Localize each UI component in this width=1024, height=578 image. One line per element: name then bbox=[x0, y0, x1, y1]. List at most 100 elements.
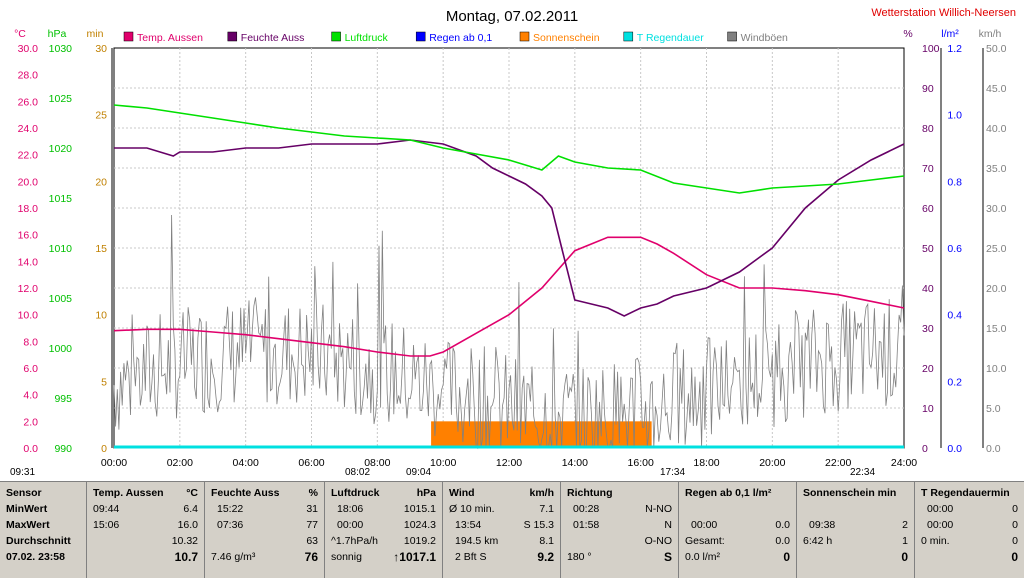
luftdruck-header: Luftdruck bbox=[331, 487, 380, 499]
feuchte-abs: 7.46 g/m³ bbox=[211, 551, 256, 563]
legend-label: Feuchte Auss bbox=[241, 32, 305, 44]
lm2-tick-label: 0.6 bbox=[947, 243, 962, 255]
richtung-max-time: 01:58 bbox=[573, 519, 600, 531]
temp-current-value: 10.7 bbox=[174, 550, 198, 564]
hpa-tick-label: 1015 bbox=[49, 193, 73, 205]
stats-col-regen: Regen ab 0,1 l/m² 00:00 0.0 Gesamt: 0.0 0.… bbox=[678, 482, 796, 578]
percent-tick-label: 50 bbox=[922, 243, 934, 255]
min-tick-label: 15 bbox=[95, 243, 107, 255]
legend-label: T Regendauer bbox=[637, 32, 704, 44]
percent-tick-label: 10 bbox=[922, 403, 934, 415]
marker-sun-peak: 09:04 bbox=[406, 467, 431, 478]
luftdruck-max-value: 1024.3 bbox=[403, 519, 436, 531]
wind-run: 194.5 km bbox=[455, 535, 499, 547]
feuchte-header: Feuchte Auss bbox=[211, 487, 280, 499]
richtung-min-time: 00:28 bbox=[573, 503, 600, 515]
wind-avg10-label: Ø 10 min. bbox=[449, 503, 495, 515]
min-tick-label: 0 bbox=[101, 443, 107, 455]
legend-swatch bbox=[519, 31, 530, 42]
feuchte-min-time: 15:22 bbox=[217, 503, 244, 515]
legend-swatch bbox=[227, 31, 238, 42]
celsius-tick-label: 12.0 bbox=[18, 283, 39, 295]
luftdruck-avg-value: 1019.2 bbox=[403, 535, 436, 547]
wind-avg-value: 8.1 bbox=[539, 535, 554, 547]
sonne-duration: 6:42 h bbox=[803, 535, 833, 547]
sensor-min-label: MinWert bbox=[6, 503, 48, 515]
stats-col-sensor: Sensor MinWert MaxWert Durchschnitt 07.0… bbox=[0, 482, 86, 578]
stats-col-richtung: Richtung 00:28 N-NO 01:58 N O-NO 180 ° S bbox=[560, 482, 678, 578]
chart-legend: Temp. Aussen Feuchte Auss Luftdruck Regen a… bbox=[123, 31, 788, 44]
kmh-tick-label: 0.0 bbox=[986, 443, 1001, 455]
stats-col-temp: Temp. Aussen °C 09:44 6.4 15:06 16.0 10.32 … bbox=[86, 482, 204, 578]
wind-current-value: 9.2 bbox=[537, 550, 554, 564]
legend-swatch bbox=[123, 31, 134, 42]
legend-label: Regen ab 0,1 bbox=[429, 32, 492, 44]
hpa-tick-label: 1030 bbox=[49, 43, 73, 55]
celsius-tick-label: 0.0 bbox=[23, 443, 38, 455]
legend-label: Sonnenschein bbox=[533, 32, 600, 44]
series-luftdruck bbox=[113, 104, 905, 194]
kmh-tick-label: 5.0 bbox=[986, 403, 1001, 415]
percent-tick-label: 40 bbox=[922, 283, 934, 295]
temp-avg-value: 10.32 bbox=[171, 535, 198, 547]
celsius-tick-label: 10.0 bbox=[18, 310, 39, 322]
regen-amount: 0.0 l/m² bbox=[685, 551, 721, 563]
celsius-tick-label: 2.0 bbox=[23, 416, 38, 428]
stats-panel: Sensor MinWert MaxWert Durchschnitt 07.0… bbox=[0, 481, 1024, 578]
regendauer-avg-value: 0 bbox=[1012, 535, 1018, 547]
kmh-tick-label: 45.0 bbox=[986, 83, 1007, 95]
x-tick-label: 14:00 bbox=[562, 457, 588, 469]
regendauer-min-time: 00:00 bbox=[927, 503, 954, 515]
lm2-tick-label: 0.2 bbox=[947, 376, 962, 388]
x-tick-label: 20:00 bbox=[759, 457, 785, 469]
temp-max-time: 15:06 bbox=[93, 519, 120, 531]
feuchte-unit: % bbox=[308, 487, 318, 499]
legend-swatch bbox=[727, 31, 737, 42]
legend-label: Temp. Aussen bbox=[137, 32, 203, 44]
trend-arrow-icon: ↑ bbox=[393, 550, 400, 564]
regen-max-value: 0.0 bbox=[775, 519, 790, 531]
min-tick-label: 10 bbox=[95, 310, 107, 322]
luftdruck-min-value: 1015.1 bbox=[403, 503, 436, 515]
min-tick-label: 30 bbox=[95, 43, 107, 55]
legend-label: Windböen bbox=[741, 32, 788, 44]
kmh-tick-label: 15.0 bbox=[986, 323, 1007, 335]
wind-header: Wind bbox=[449, 487, 475, 499]
celsius-tick-label: 20.0 bbox=[18, 176, 39, 188]
wind-bft: 2 Bft S bbox=[455, 551, 487, 563]
temp-header: Temp. Aussen bbox=[93, 487, 164, 499]
x-tick-label: 02:00 bbox=[167, 457, 193, 469]
hpa-tick-label: 1020 bbox=[49, 143, 73, 155]
temp-min-time: 09:44 bbox=[93, 503, 120, 515]
legend-swatch bbox=[415, 31, 426, 42]
lm2-unit-label: l/m² bbox=[941, 28, 959, 40]
lm2-tick-label: 1.0 bbox=[947, 110, 962, 122]
kmh-unit-label: km/h bbox=[979, 28, 1002, 40]
stats-col-wind: Wind km/h Ø 10 min. 7.1 13:54 S 15.3 194.5 … bbox=[442, 482, 560, 578]
lm2-tick-label: 0.0 bbox=[947, 443, 962, 455]
marker-moon: 22:34 bbox=[850, 467, 875, 478]
x-tick-label: 10:00 bbox=[430, 457, 456, 469]
hpa-tick-label: 990 bbox=[54, 443, 72, 455]
kmh-tick-label: 10.0 bbox=[986, 363, 1007, 375]
richtung-current-value: S bbox=[663, 550, 672, 564]
x-tick-label: 22:00 bbox=[825, 457, 851, 469]
celsius-tick-label: 4.0 bbox=[23, 390, 38, 402]
percent-tick-label: 0 bbox=[922, 443, 928, 455]
regen-max-time: 00:00 bbox=[691, 519, 718, 531]
kmh-tick-label: 25.0 bbox=[986, 243, 1007, 255]
kmh-tick-label: 30.0 bbox=[986, 203, 1007, 215]
percent-tick-label: 20 bbox=[922, 363, 934, 375]
feuchte-avg-value: 63 bbox=[306, 535, 318, 547]
sonne-max-value: 2 bbox=[902, 519, 908, 531]
lm2-tick-label: 1.2 bbox=[947, 43, 962, 55]
hpa-tick-label: 995 bbox=[54, 393, 72, 405]
kmh-tick-label: 35.0 bbox=[986, 163, 1007, 175]
x-tick-label: 08:00 bbox=[364, 457, 390, 469]
percent-tick-label: 90 bbox=[922, 83, 934, 95]
wind-max-value: S 15.3 bbox=[523, 519, 554, 531]
series-windboeen bbox=[113, 214, 905, 450]
luftdruck-unit: hPa bbox=[416, 487, 436, 499]
hpa-unit-label: hPa bbox=[48, 28, 67, 40]
x-tick-label: 06:00 bbox=[298, 457, 324, 469]
